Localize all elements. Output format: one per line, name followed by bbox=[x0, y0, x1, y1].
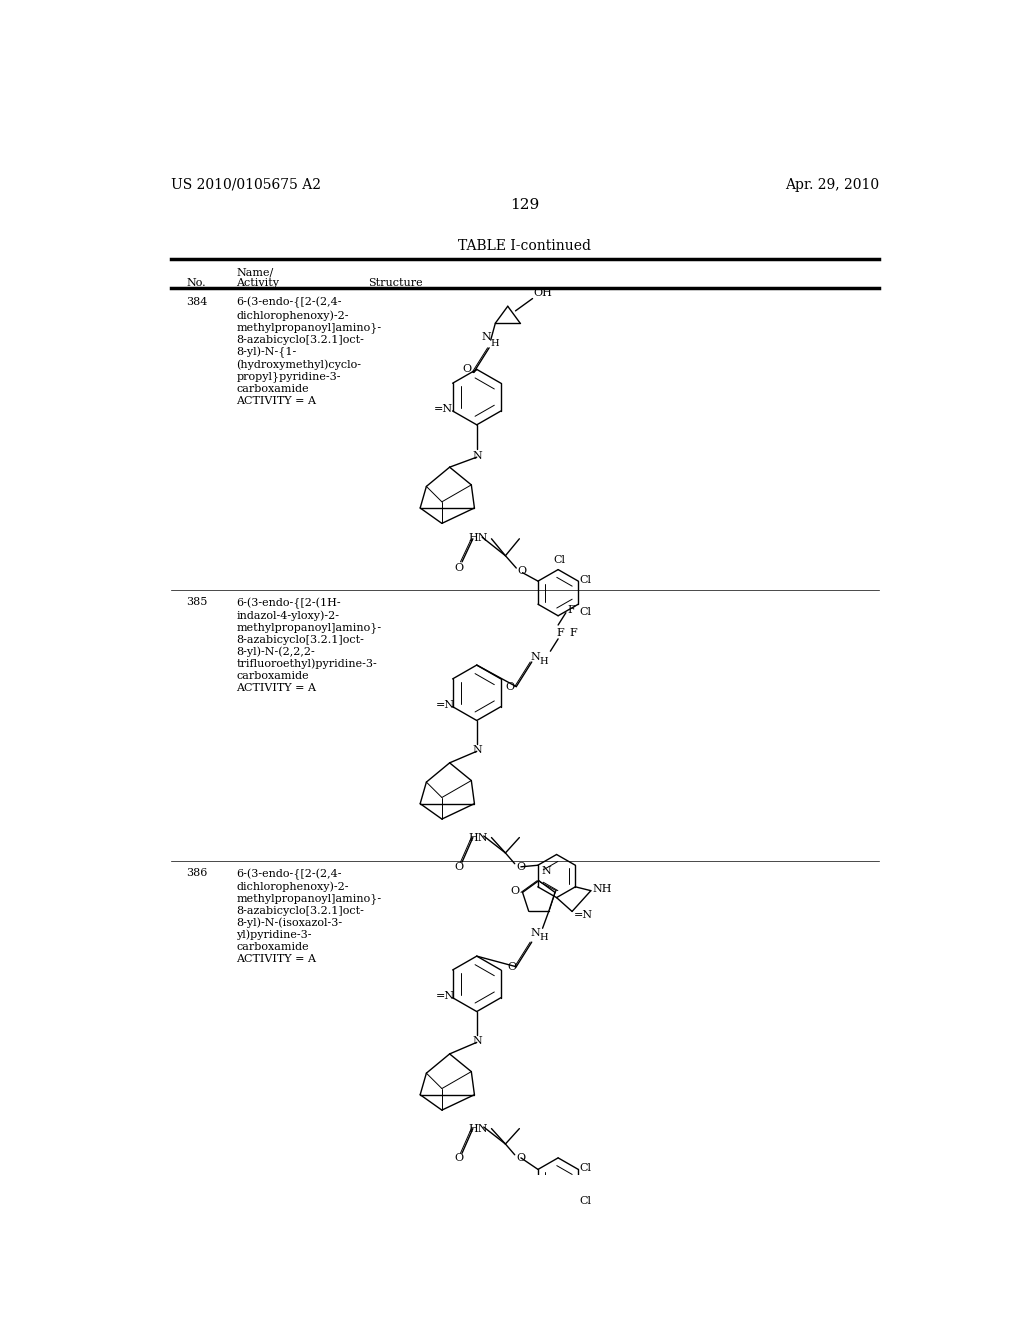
Text: Structure: Structure bbox=[369, 277, 423, 288]
Text: Cl: Cl bbox=[580, 1163, 592, 1173]
Text: O: O bbox=[455, 1152, 464, 1163]
Text: Activity: Activity bbox=[237, 277, 280, 288]
Text: NH: NH bbox=[593, 884, 612, 894]
Text: N: N bbox=[472, 1036, 482, 1047]
Text: N: N bbox=[472, 451, 482, 461]
Text: No.: No. bbox=[186, 277, 206, 288]
Text: O: O bbox=[455, 862, 464, 871]
Text: O: O bbox=[455, 564, 464, 573]
Text: O: O bbox=[506, 681, 514, 692]
Text: F: F bbox=[567, 605, 575, 615]
Text: O: O bbox=[518, 566, 527, 576]
Text: 384: 384 bbox=[186, 297, 208, 308]
Text: O: O bbox=[507, 962, 516, 972]
Text: 129: 129 bbox=[510, 198, 540, 213]
Text: Cl: Cl bbox=[580, 1196, 592, 1205]
Text: Cl: Cl bbox=[580, 607, 592, 618]
Text: TABLE I-continued: TABLE I-continued bbox=[459, 239, 591, 253]
Text: H: H bbox=[540, 933, 548, 942]
Text: =N: =N bbox=[435, 700, 455, 710]
Text: =N: =N bbox=[573, 909, 593, 920]
Text: O: O bbox=[510, 886, 519, 896]
Text: Cl: Cl bbox=[554, 554, 565, 565]
Text: O: O bbox=[516, 862, 525, 871]
Text: 386: 386 bbox=[186, 869, 208, 878]
Text: OH: OH bbox=[534, 288, 552, 298]
Text: H: H bbox=[490, 339, 500, 347]
Text: N: N bbox=[530, 652, 540, 663]
Text: US 2010/0105675 A2: US 2010/0105675 A2 bbox=[171, 178, 321, 191]
Text: H: H bbox=[540, 657, 548, 667]
Text: HN: HN bbox=[468, 1125, 487, 1134]
Text: =N: =N bbox=[434, 404, 453, 414]
Text: 6-(3-endo-{[2-(2,4-
dichlorophenoxy)-2-
methylpropanoyl]amino}-
8-azabicyclo[3.2: 6-(3-endo-{[2-(2,4- dichlorophenoxy)-2- … bbox=[237, 297, 382, 405]
Text: N: N bbox=[472, 744, 482, 755]
Text: Cl: Cl bbox=[580, 574, 592, 585]
Text: O: O bbox=[516, 1152, 525, 1163]
Text: 385: 385 bbox=[186, 598, 208, 607]
Text: Name/: Name/ bbox=[237, 268, 273, 277]
Text: HN: HN bbox=[468, 533, 487, 543]
Text: N: N bbox=[481, 333, 492, 342]
Text: 6-(3-endo-{[2-(1H-
indazol-4-yloxy)-2-
methylpropanoyl]amino}-
8-azabicyclo[3.2.: 6-(3-endo-{[2-(1H- indazol-4-yloxy)-2- m… bbox=[237, 598, 382, 693]
Text: N: N bbox=[530, 928, 540, 939]
Text: N: N bbox=[542, 866, 552, 876]
Text: Apr. 29, 2010: Apr. 29, 2010 bbox=[784, 178, 879, 191]
Text: HN: HN bbox=[468, 833, 487, 843]
Text: F: F bbox=[557, 628, 564, 638]
Text: O: O bbox=[463, 364, 472, 375]
Text: =N: =N bbox=[435, 991, 455, 1001]
Text: 6-(3-endo-{[2-(2,4-
dichlorophenoxy)-2-
methylpropanoyl]amino}-
8-azabicyclo[3.2: 6-(3-endo-{[2-(2,4- dichlorophenoxy)-2- … bbox=[237, 869, 382, 964]
Text: F: F bbox=[569, 628, 577, 638]
